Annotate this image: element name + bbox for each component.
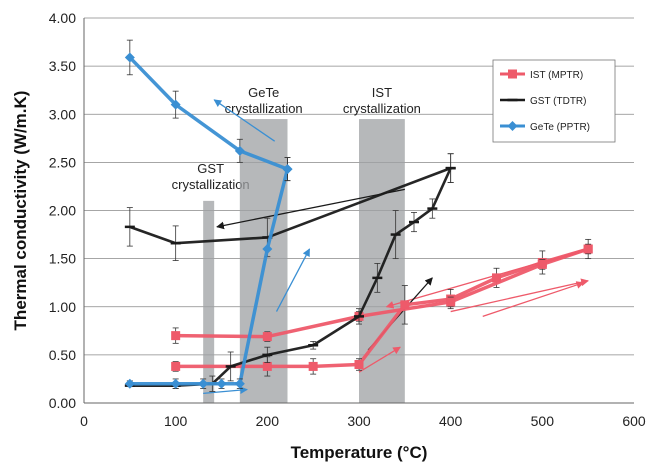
crystallization-band xyxy=(359,119,405,403)
data-point xyxy=(171,361,181,371)
series-line xyxy=(129,166,452,245)
data-point xyxy=(234,378,245,389)
region-label: GeTe xyxy=(248,85,279,100)
y-tick-label: 1.00 xyxy=(49,299,76,315)
data-point xyxy=(354,360,364,369)
x-tick-label: 600 xyxy=(622,413,646,429)
y-tick-label: 0.00 xyxy=(49,395,76,411)
data-point xyxy=(282,164,293,175)
axes xyxy=(83,18,634,404)
series-line xyxy=(175,247,589,339)
legend-label: GeTe (PPTR) xyxy=(530,122,590,133)
data-point xyxy=(262,332,272,342)
x-tick-label: 0 xyxy=(80,413,88,429)
series-gete xyxy=(124,39,293,389)
legend-swatch-marker xyxy=(507,121,518,131)
trend-arrow xyxy=(482,281,585,317)
series-ist xyxy=(171,238,593,377)
trend-arrow xyxy=(213,99,276,142)
series-line xyxy=(128,56,289,171)
region-label: crystallization xyxy=(225,101,303,116)
data-point xyxy=(198,378,209,389)
y-axis-label: Thermal conductivity (W/m.K) xyxy=(11,91,30,331)
data-point xyxy=(492,273,501,283)
region-label: GST xyxy=(197,161,224,176)
x-axis-label: Temperature (°C) xyxy=(291,443,428,462)
x-tick-label: 100 xyxy=(164,413,188,429)
y-tick-label: 1.50 xyxy=(49,251,76,267)
y-tick-label: 2.50 xyxy=(49,154,76,170)
legend-swatch-marker xyxy=(508,69,517,79)
legend-label: IST (MPTR) xyxy=(530,70,583,81)
trend-arrow xyxy=(275,248,311,312)
y-tick-label: 3.50 xyxy=(49,58,76,74)
series-layer xyxy=(124,39,593,392)
y-tick-label: 3.00 xyxy=(49,106,76,122)
data-point xyxy=(216,378,227,389)
y-tick-label: 2.00 xyxy=(49,203,76,219)
legend: IST (MPTR) GST (TDTR) GeTe (PPTR) xyxy=(492,59,616,143)
y-tick-label: 0.50 xyxy=(49,347,76,363)
data-point xyxy=(583,244,593,254)
crystallization-regions: GSTcrystallizationGeTecrystallizationIST… xyxy=(172,85,421,403)
data-point xyxy=(262,244,273,254)
data-point xyxy=(171,331,181,341)
data-point xyxy=(234,145,245,156)
data-point xyxy=(170,99,181,110)
data-point xyxy=(124,378,135,389)
legend-label: GST (TDTR) xyxy=(530,96,586,107)
trend-arrow xyxy=(450,278,589,313)
y-tick-label: 4.00 xyxy=(49,10,76,26)
trend-arrow xyxy=(216,188,405,230)
data-point xyxy=(170,378,181,389)
region-label: crystallization xyxy=(172,177,250,192)
trend-arrow xyxy=(203,386,248,395)
data-point xyxy=(308,361,318,371)
x-tick-label: 200 xyxy=(256,413,280,429)
data-point xyxy=(262,361,272,371)
trend-arrow xyxy=(358,346,401,373)
tick-labels: 0.00 0.50 1.00 1.50 2.00 2.50 3.00 3.50 4.00 0 100… xyxy=(49,10,646,429)
crystallization-band xyxy=(203,200,215,403)
data-point xyxy=(446,297,456,307)
x-tick-label: 300 xyxy=(347,413,371,429)
x-tick-label: 500 xyxy=(531,413,555,429)
data-point xyxy=(124,52,135,63)
data-point xyxy=(537,259,547,269)
data-point xyxy=(400,300,410,310)
x-tick-label: 400 xyxy=(439,413,463,429)
region-label: crystallization xyxy=(343,101,421,116)
region-label: IST xyxy=(372,85,392,100)
